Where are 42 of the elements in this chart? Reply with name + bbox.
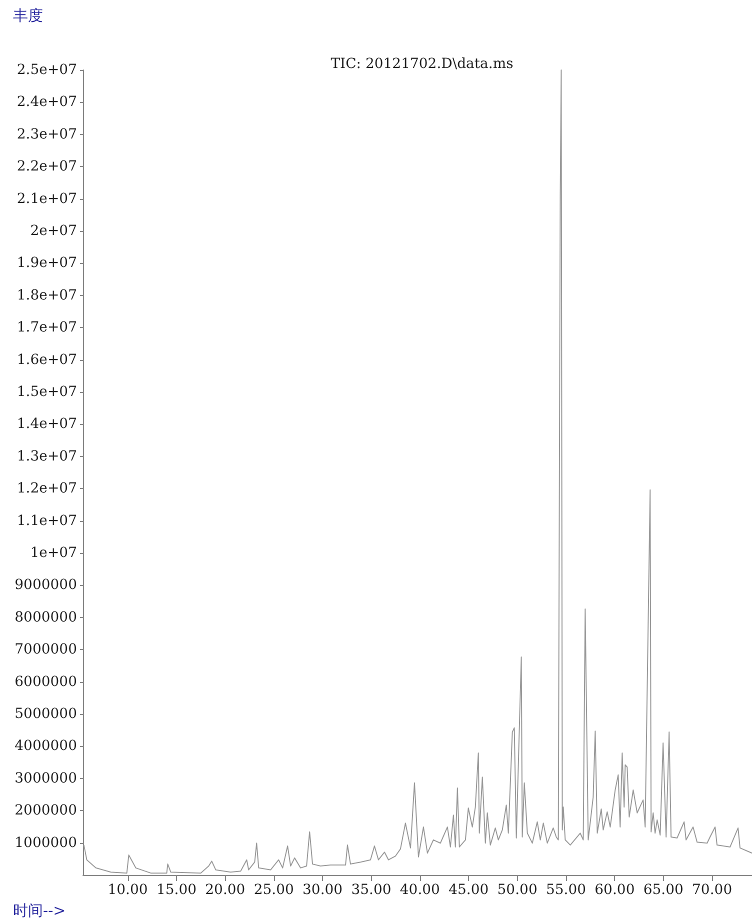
chart-title: TIC: 20121702.D\data.ms	[330, 56, 514, 72]
y-tick-label: 2.4e+07	[16, 94, 77, 110]
y-tick-label: 1.5e+07	[16, 384, 77, 400]
x-tick-label: 60.00	[594, 882, 635, 898]
y-tick-label: 2.5e+07	[16, 62, 77, 78]
y-tick-label: 6000000	[14, 674, 77, 690]
y-tick-label: 9000000	[14, 577, 77, 594]
y-tick-label: 1.4e+07	[16, 416, 77, 432]
y-tick-label: 7000000	[14, 642, 77, 658]
y-tick-label: 1.8e+07	[16, 287, 77, 304]
x-tick-label: 40.00	[400, 882, 440, 898]
y-tick-label: 1.9e+07	[16, 255, 77, 272]
x-tick-label: 10.00	[108, 882, 148, 898]
y-tick-label: 2.1e+07	[16, 190, 77, 207]
y-tick-label: 1.1e+07	[16, 512, 77, 529]
line-series	[83, 70, 752, 874]
x-tick-label: 55.00	[546, 882, 586, 898]
x-tick-label: 30.00	[302, 882, 343, 898]
y-tick-label: 4000000	[14, 738, 77, 754]
y-tick-label: 2000000	[14, 802, 77, 819]
y-tick-label: 8000000	[14, 609, 77, 626]
x-axis-title: 时间-->	[13, 902, 66, 920]
x-tick-label: 70.00	[692, 882, 732, 898]
y-tick-label: 1.6e+07	[16, 352, 77, 368]
y-tick-label: 2.2e+07	[16, 158, 77, 175]
x-tick-label: 50.00	[497, 882, 538, 898]
x-tick-label: 45.00	[448, 882, 489, 898]
y-axis-title: 丰度	[13, 6, 43, 24]
x-tick-label: 65.00	[643, 882, 684, 898]
y-tick-label: 1.2e+07	[16, 480, 77, 497]
x-tick-label: 25.00	[254, 882, 294, 898]
y-tick-label: 2e+07	[30, 223, 77, 239]
y-tick-label: 1e+07	[30, 545, 77, 561]
y-tick-label: 3000000	[14, 770, 77, 786]
x-tick-label: 20.00	[205, 882, 246, 898]
y-tick-label: 1000000	[14, 834, 77, 851]
y-tick-label: 5000000	[14, 706, 77, 722]
y-tick-label: 2.3e+07	[16, 126, 77, 142]
y-tick-label: 1.7e+07	[16, 320, 77, 336]
x-tick-label: 35.00	[351, 882, 392, 898]
x-tick-label: 15.00	[156, 882, 197, 898]
y-tick-label: 1.3e+07	[16, 448, 77, 464]
